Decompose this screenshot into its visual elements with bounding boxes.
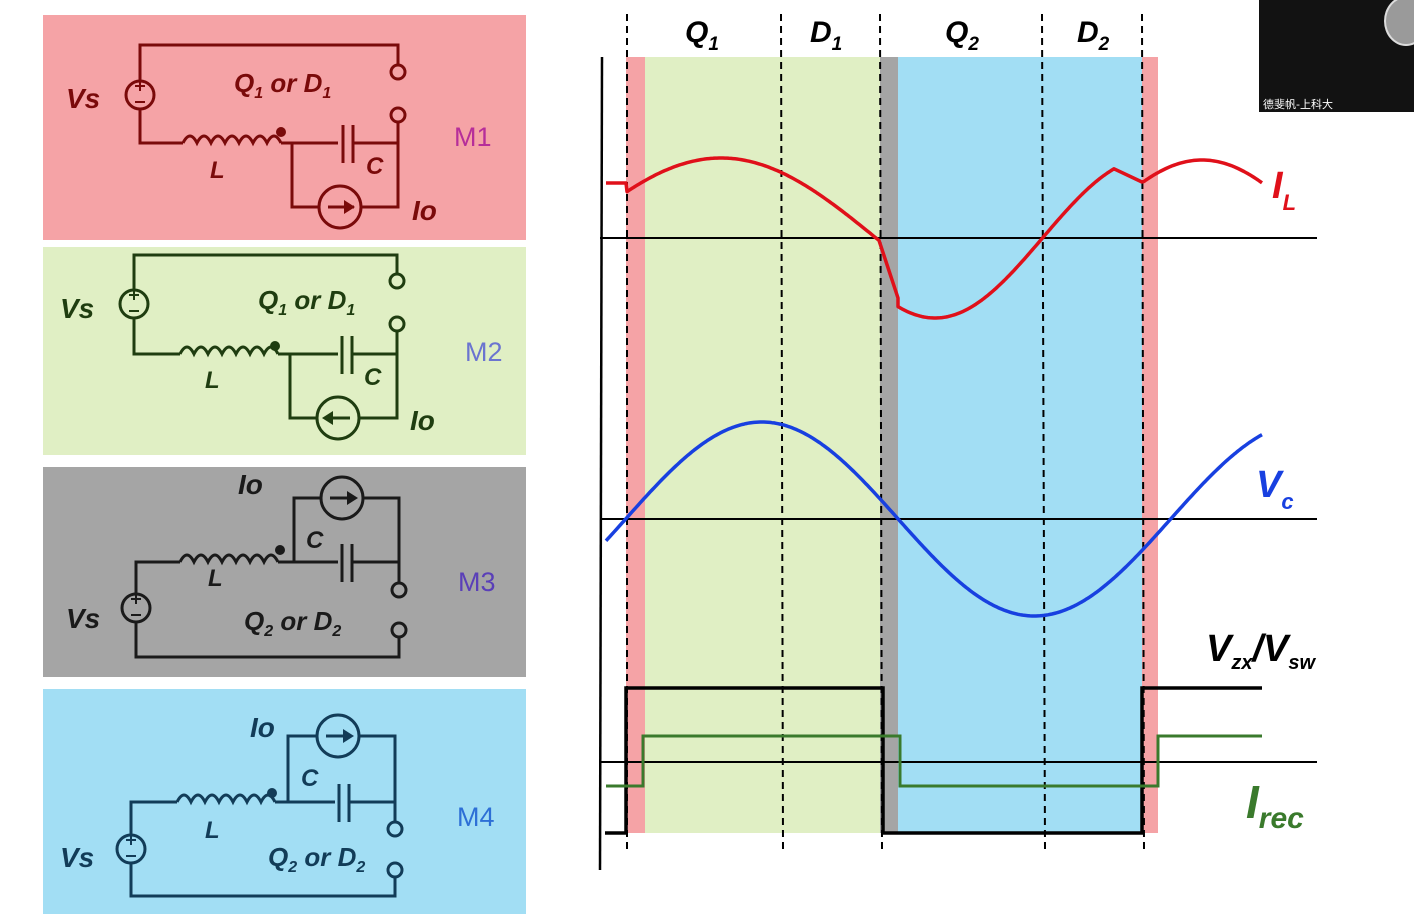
switch-label: Q2 or D2 xyxy=(268,842,365,876)
current-source-label: Io xyxy=(250,712,275,743)
vc-waveform xyxy=(604,420,1263,618)
circuit-m4 xyxy=(115,713,404,898)
dot-marker-icon xyxy=(267,788,277,798)
dot-marker-icon xyxy=(270,341,280,351)
interval-label-d1: D1 xyxy=(810,16,842,55)
inductor-icon xyxy=(175,793,277,806)
inductor-icon xyxy=(178,553,280,566)
vs-label: Vs xyxy=(60,842,94,873)
boundary-line xyxy=(1041,13,1046,851)
switch-label: Q1 or D1 xyxy=(258,285,355,319)
inductor-label: L xyxy=(205,367,220,394)
inductor-icon xyxy=(178,345,280,358)
il-waveform xyxy=(606,156,1264,320)
switch-label: Q1 or D1 xyxy=(234,68,331,102)
interval-m3-shade xyxy=(880,57,898,833)
mode-label-m3: M3 xyxy=(458,567,496,597)
switch-terminal-icon xyxy=(389,63,407,81)
inductor-icon xyxy=(181,134,283,147)
boundary-line xyxy=(780,13,784,851)
panel-m2-background xyxy=(43,247,526,455)
interval-label-d2: D2 xyxy=(1077,16,1110,55)
interval-m1-shade xyxy=(626,57,645,833)
arrow-icon xyxy=(347,491,358,505)
irec-label: Irec xyxy=(1246,776,1304,835)
interval-m4-shade xyxy=(898,57,1142,833)
inductor-label: L xyxy=(208,565,223,592)
switch-terminal-icon xyxy=(389,106,407,124)
switch-terminal-icon xyxy=(388,272,406,290)
participant-name: 德斐帆-上科大 xyxy=(1263,98,1333,111)
current-source-label: Io xyxy=(410,405,435,436)
current-source-label: Io xyxy=(238,469,263,500)
dot-marker-icon xyxy=(275,545,285,555)
switch-terminal-icon xyxy=(390,581,408,599)
capacitor-label: C xyxy=(364,364,382,391)
timing-diagram: Q1 D1 Q2 D2 IL Vc Vzx/Vsw Irec xyxy=(598,13,1317,871)
switch-terminal-icon xyxy=(390,621,408,639)
capacitor-label: C xyxy=(301,765,319,792)
switch-terminal-icon xyxy=(388,315,406,333)
interval-label-q1: Q1 xyxy=(685,16,719,55)
capacitor-label: C xyxy=(306,527,324,554)
panel-m3-background xyxy=(43,467,526,677)
avatar xyxy=(1384,0,1414,46)
mode-label-m1: M1 xyxy=(454,122,492,152)
vzx-waveform xyxy=(605,686,1262,835)
current-source-label: Io xyxy=(412,195,437,226)
vs-label: Vs xyxy=(66,83,100,114)
time-axis xyxy=(598,56,604,871)
mode-label-m2: M2 xyxy=(465,337,503,367)
arrow-icon xyxy=(343,729,354,743)
panel-m1-background xyxy=(43,15,526,240)
video-thumbnail[interactable]: 德斐帆-上科大 xyxy=(1259,0,1414,112)
vzx-vsw-label: Vzx/Vsw xyxy=(1206,628,1317,674)
switch-label: Q2 or D2 xyxy=(244,606,341,640)
irec-waveform xyxy=(606,734,1262,788)
mode-label-m4: M4 xyxy=(457,802,495,832)
capacitor-label: C xyxy=(366,153,384,180)
inductor-label: L xyxy=(210,157,225,184)
circuit-m1 xyxy=(124,43,407,230)
vs-label: Vs xyxy=(60,293,94,324)
switch-terminal-icon xyxy=(386,861,404,879)
il-label: IL xyxy=(1272,165,1296,215)
interval-m2-shade xyxy=(645,57,880,833)
dot-marker-icon xyxy=(276,127,286,137)
arrow-icon xyxy=(322,411,333,425)
vc-label: Vc xyxy=(1256,464,1294,514)
interval-m1-shade-end xyxy=(1142,57,1158,833)
arrow-icon xyxy=(344,200,355,214)
interval-label-q2: Q2 xyxy=(945,16,979,55)
inductor-label: L xyxy=(205,817,220,844)
switch-terminal-icon xyxy=(386,820,404,838)
vs-label: Vs xyxy=(66,603,100,634)
